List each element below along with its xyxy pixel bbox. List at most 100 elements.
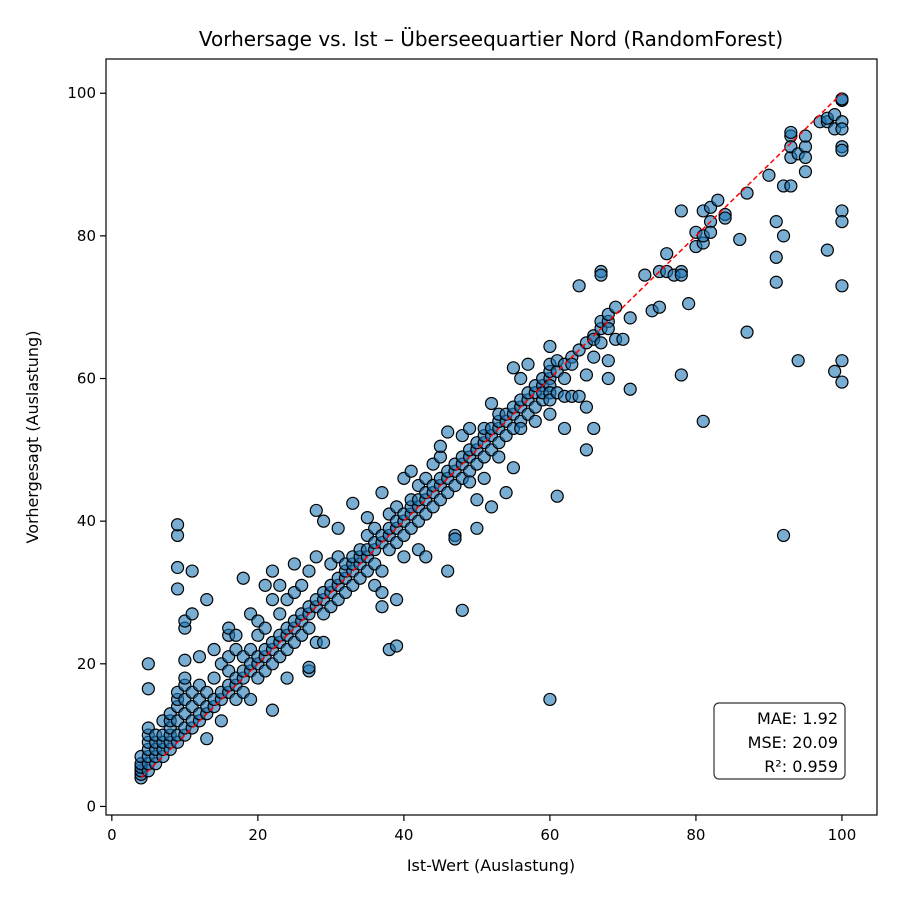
y-tick-label: 0 <box>86 797 96 815</box>
data-point <box>718 211 732 225</box>
data-point <box>594 336 608 350</box>
data-point <box>470 493 484 507</box>
y-axis-ticks: 0 20 40 60 80 100 <box>67 84 106 815</box>
identity-line <box>140 92 843 779</box>
y-tick-label: 40 <box>77 512 96 530</box>
stats-box: MAE: 1.92 MSE: 20.09 R²: 0.959 <box>713 702 846 780</box>
y-tick-label: 100 <box>67 84 96 102</box>
data-point <box>528 414 542 428</box>
data-point <box>170 582 185 596</box>
data-point <box>397 550 411 564</box>
stats-r2: R²: 0.959 <box>764 757 838 776</box>
data-point <box>740 186 754 200</box>
data-point <box>587 421 601 436</box>
data-point <box>835 92 849 106</box>
data-point <box>835 279 849 293</box>
data-point <box>784 125 798 140</box>
y-axis-label: Vorhergesagt (Auslastung) <box>23 331 42 544</box>
data-point <box>178 671 192 685</box>
data-point <box>484 500 499 514</box>
data-point <box>236 571 250 585</box>
data-point <box>265 564 280 578</box>
data-point <box>798 129 813 143</box>
y-tick-label: 20 <box>77 655 96 673</box>
data-point <box>557 371 572 386</box>
data-point <box>835 143 849 157</box>
data-point <box>623 382 637 396</box>
data-point <box>375 486 389 500</box>
data-point <box>791 354 805 368</box>
data-point <box>258 621 272 635</box>
y-tick-label: 60 <box>77 370 96 388</box>
data-point <box>287 557 301 571</box>
data-point <box>601 371 615 386</box>
data-point <box>141 657 155 671</box>
data-point <box>660 247 674 261</box>
data-point <box>484 396 499 411</box>
data-point <box>375 585 389 600</box>
x-tick-label: 40 <box>394 826 413 844</box>
chart-title: Vorhersage vs. Ist – Überseequartier Nor… <box>199 27 783 51</box>
data-point <box>273 607 287 621</box>
data-point <box>609 300 623 314</box>
x-tick-label: 20 <box>248 826 267 844</box>
data-point <box>835 375 849 389</box>
data-point <box>835 354 849 368</box>
data-point <box>441 425 455 439</box>
data-point <box>514 421 528 436</box>
data-point <box>521 357 535 371</box>
data-point <box>346 496 360 510</box>
data-point <box>594 268 608 282</box>
data-point <box>309 503 323 518</box>
data-point <box>302 564 316 578</box>
data-point <box>616 332 630 346</box>
data-point <box>455 603 469 617</box>
data-point <box>711 193 725 207</box>
data-point <box>587 350 601 364</box>
data-point <box>652 300 667 314</box>
data-point <box>579 400 594 414</box>
data-point <box>769 275 783 289</box>
y-tick-label: 80 <box>77 227 96 245</box>
data-point <box>682 297 696 311</box>
data-point <box>835 122 849 136</box>
data-point <box>309 550 323 564</box>
data-point <box>638 268 652 282</box>
data-point <box>214 714 228 728</box>
data-point <box>572 279 586 293</box>
data-point <box>200 593 214 607</box>
stats-mse: MSE: 20.09 <box>748 733 838 752</box>
data-point <box>543 339 557 354</box>
data-point <box>543 692 557 707</box>
data-point <box>820 243 834 257</box>
data-point <box>835 215 849 229</box>
data-point <box>419 550 433 564</box>
data-point <box>200 732 214 746</box>
data-point <box>273 578 287 592</box>
data-point <box>696 414 710 428</box>
data-point <box>579 368 594 382</box>
data-point <box>477 471 491 485</box>
data-point <box>185 607 199 621</box>
data-point <box>375 600 389 614</box>
plot-frame <box>105 58 878 816</box>
data-point <box>674 268 688 282</box>
data-point <box>740 325 754 339</box>
data-point <box>170 518 185 532</box>
data-point <box>492 450 506 464</box>
data-point <box>798 150 813 165</box>
data-point <box>623 311 637 325</box>
data-point <box>448 532 462 546</box>
data-point <box>243 692 258 707</box>
data-point <box>828 364 842 378</box>
data-point <box>207 671 221 685</box>
data-point <box>389 593 404 607</box>
data-point <box>550 489 564 503</box>
data-point <box>389 639 404 653</box>
data-point <box>674 204 688 218</box>
data-point <box>565 357 579 371</box>
data-point <box>462 421 477 436</box>
data-point <box>579 443 594 457</box>
data-point <box>543 407 557 421</box>
data-point <box>703 225 718 239</box>
